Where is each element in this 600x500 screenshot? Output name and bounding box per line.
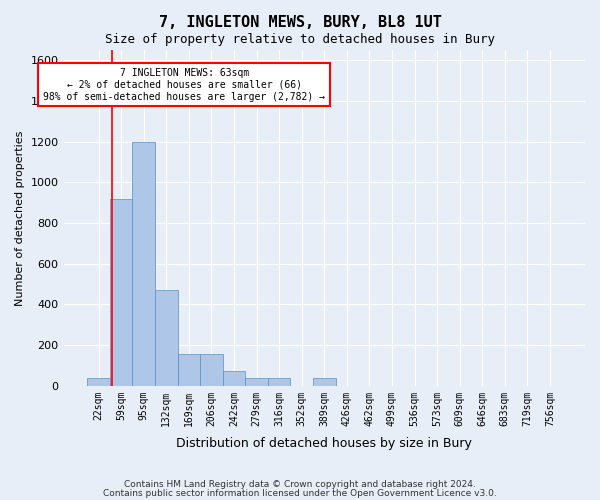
Bar: [245, 378, 268, 386]
Text: Contains HM Land Registry data © Crown copyright and database right 2024.: Contains HM Land Registry data © Crown c…: [124, 480, 476, 489]
Bar: [133, 142, 155, 386]
Bar: [155, 290, 178, 386]
Bar: [87, 378, 110, 386]
X-axis label: Distribution of detached houses by size in Bury: Distribution of detached houses by size …: [176, 437, 472, 450]
Bar: [223, 370, 245, 386]
Text: 7 INGLETON MEWS: 63sqm
← 2% of detached houses are smaller (66)
98% of semi-deta: 7 INGLETON MEWS: 63sqm ← 2% of detached …: [43, 68, 325, 102]
Bar: [200, 354, 223, 386]
Text: 7, INGLETON MEWS, BURY, BL8 1UT: 7, INGLETON MEWS, BURY, BL8 1UT: [158, 15, 442, 30]
Text: Contains public sector information licensed under the Open Government Licence v3: Contains public sector information licen…: [103, 489, 497, 498]
Text: Size of property relative to detached houses in Bury: Size of property relative to detached ho…: [105, 32, 495, 46]
Y-axis label: Number of detached properties: Number of detached properties: [15, 130, 25, 306]
Bar: [313, 378, 335, 386]
Bar: [110, 198, 133, 386]
Bar: [178, 354, 200, 386]
Bar: [268, 378, 290, 386]
